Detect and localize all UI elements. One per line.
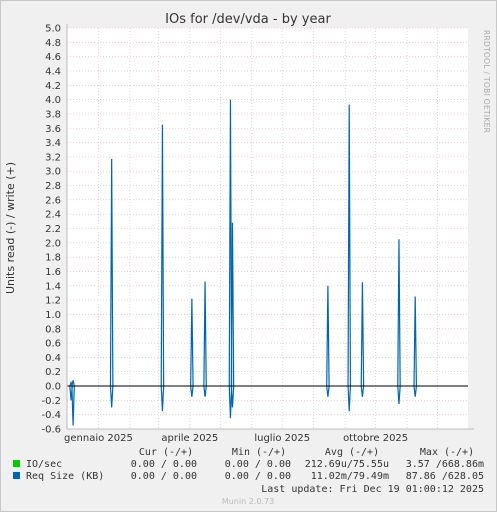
x-tick-labels: gennaio 2025 aprile 2025 luglio 2025 ottobr…	[64, 433, 408, 444]
x-tick-label: ottobre 2025	[343, 433, 408, 444]
spike-read	[203, 385, 207, 397]
spike-read	[413, 385, 418, 397]
spike-write	[228, 99, 233, 387]
spike-write	[397, 239, 401, 387]
spike-write	[190, 298, 194, 387]
y-tick-label: 0.4	[45, 353, 61, 364]
spike-write	[203, 281, 207, 387]
y-tick-label: 1.2	[45, 296, 61, 307]
y-tick-label: 1.4	[45, 281, 61, 292]
x-tick-label: aprile 2025	[161, 433, 218, 444]
spike-write	[326, 285, 330, 387]
legend-swatch-io-sec	[13, 460, 20, 467]
y-tick-label: 1.6	[45, 267, 61, 278]
spike-read	[397, 385, 401, 404]
legend-min-io-sec: 0.00 / 0.00	[225, 459, 291, 470]
y-tick-label: 4.2	[45, 81, 61, 92]
spike-write	[71, 380, 75, 387]
y-tick-label: 3.4	[45, 138, 61, 149]
chart-title: IOs for /dev/vda - by year	[165, 12, 331, 27]
legend-min-req-size: 0.00 / 0.00	[225, 471, 291, 482]
spike-read	[160, 386, 165, 412]
spike-read	[190, 385, 194, 397]
y-tick-label: -0.6	[41, 425, 61, 436]
spike-read	[71, 386, 75, 426]
y-tick-label: 3.6	[45, 124, 61, 135]
legend-header-max: Max (-/+)	[420, 447, 474, 458]
legend-swatch-req-size	[13, 472, 20, 479]
legend-max-io-sec: 3.57 /668.86m	[406, 459, 484, 470]
legend-name-req-size: Req Size (KB)	[26, 471, 104, 482]
y-tick-labels: 5.0 4.8 4.6 4.4 4.2 4.0 3.8 3.6 3.4 3.2 3.0 2.8 2.6 2…	[41, 24, 61, 436]
y-tick-label: 3.2	[45, 152, 61, 163]
axes	[66, 24, 474, 430]
spike-read	[109, 386, 114, 408]
y-tick-label: 1.8	[45, 253, 61, 264]
y-tick-label: 4.4	[45, 66, 61, 77]
munin-version: Munin 2.0.73	[222, 497, 274, 506]
y-tick-label: 0.8	[45, 324, 61, 335]
y-tick-label: -0.4	[41, 410, 61, 421]
y-tick-label: 0.2	[45, 367, 61, 378]
y-tick-label: 5.0	[45, 24, 61, 35]
x-tick-label: gennaio 2025	[64, 433, 133, 444]
y-tick-label: 0.6	[45, 339, 61, 350]
spike-write	[413, 296, 418, 387]
legend-max-req-size: 87.86 /628.05	[406, 471, 484, 482]
spike-read	[228, 386, 233, 419]
y-tick-label: 0.0	[45, 382, 61, 393]
y-tick-label: 4.6	[45, 52, 61, 63]
series-req-size	[69, 99, 418, 426]
spike-write	[230, 222, 235, 387]
y-tick-label: 3.0	[45, 167, 61, 178]
spike-write	[347, 104, 352, 387]
spike-write	[360, 282, 365, 387]
legend-name-io-sec: IO/sec	[26, 459, 62, 470]
legend-avg-req-size: 11.02m/79.49m	[311, 471, 389, 482]
y-tick-label: 4.8	[45, 38, 61, 49]
legend-cur-req-size: 0.00 / 0.00	[131, 471, 197, 482]
legend-avg-io-sec: 212.69u/75.55u	[305, 459, 389, 470]
spike-write	[160, 124, 165, 387]
x-tick-label: luglio 2025	[254, 433, 310, 444]
y-tick-label: 2.0	[45, 238, 61, 249]
y-tick-label: 4.0	[45, 95, 61, 106]
spike-read	[230, 386, 235, 408]
legend-header-cur: Cur (-/+)	[139, 447, 193, 458]
spike-read	[360, 385, 365, 397]
spike-read	[347, 386, 352, 412]
rrdtool-credit: RRDTOOL / TOBI OETIKER	[482, 30, 491, 133]
y-tick-label: 2.4	[45, 210, 61, 221]
y-tick-label: -0.2	[41, 396, 61, 407]
spike-write	[109, 159, 114, 387]
y-tick-label: 1.0	[45, 310, 61, 321]
y-tick-label: 2.8	[45, 181, 61, 192]
legend-header-min: Min (-/+)	[232, 447, 286, 458]
legend-cur-io-sec: 0.00 / 0.00	[131, 459, 197, 470]
y-tick-label: 2.2	[45, 224, 61, 235]
y-axis-label: Units read (-) / write (+)	[4, 162, 17, 294]
last-update: Last update: Fri Dec 19 01:00:12 2025	[261, 484, 484, 495]
y-tick-label: 3.8	[45, 109, 61, 120]
grid	[67, 27, 468, 430]
legend-header-avg: Avg (-/+)	[325, 447, 379, 458]
y-tick-label: 2.6	[45, 195, 61, 206]
spike-read	[326, 385, 330, 397]
